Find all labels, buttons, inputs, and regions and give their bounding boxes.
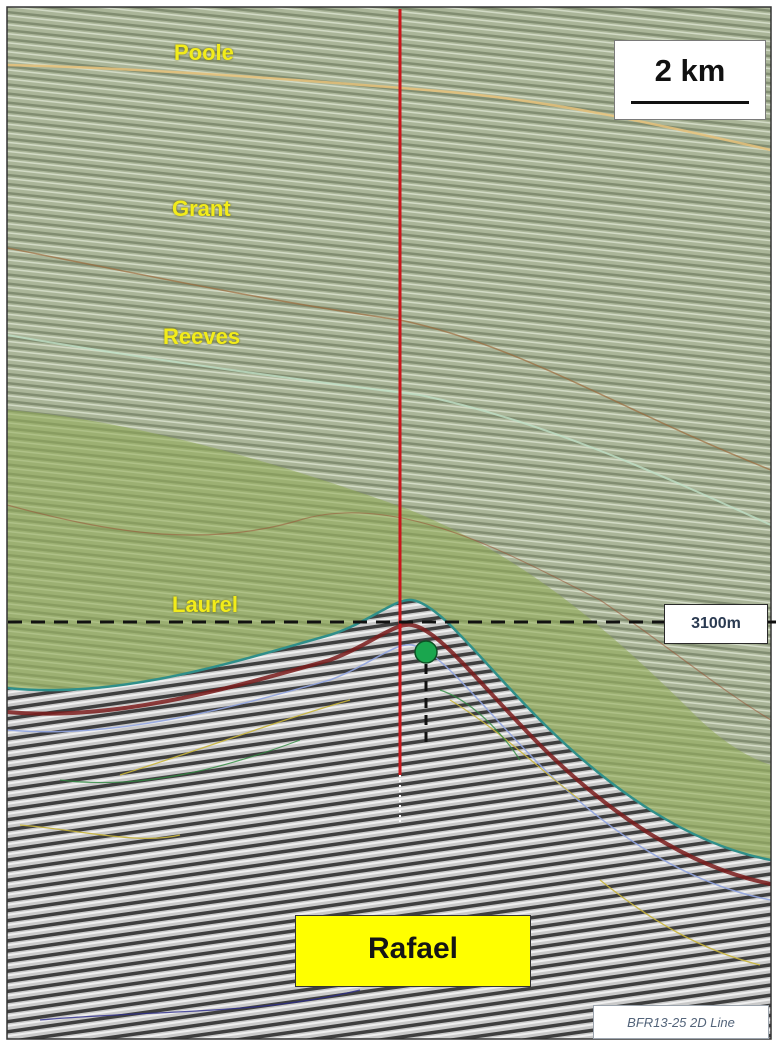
scale-bar: 2 km bbox=[614, 40, 766, 120]
horizon-label-laurel: Laurel bbox=[172, 592, 239, 617]
horizon-label-grant: Grant bbox=[172, 196, 231, 221]
poole-horizon bbox=[7, 63, 771, 152]
blue-reflector bbox=[7, 644, 771, 901]
horizon-label-reeves: Reeves bbox=[163, 324, 241, 349]
reeves-horizon bbox=[7, 334, 771, 526]
internal-horizon bbox=[7, 504, 771, 721]
target-point bbox=[414, 640, 438, 664]
scale-bar-label: 2 km bbox=[654, 53, 726, 88]
line-id-box: BFR13-25 2D Line bbox=[593, 1005, 769, 1039]
top-structure-reflector bbox=[7, 598, 771, 862]
red-reflector bbox=[7, 622, 771, 886]
yellow-fault-trace bbox=[19, 699, 761, 966]
section-frame bbox=[6, 6, 772, 1040]
horizon-label-poole: Poole bbox=[174, 40, 234, 65]
line-id-label: BFR13-25 2D Line bbox=[627, 1015, 735, 1030]
depth-marker: 3100m bbox=[664, 604, 768, 644]
prospect-name-box: Rafael bbox=[295, 915, 531, 987]
green-fault-trace bbox=[59, 689, 521, 784]
prospect-name-label: Rafael bbox=[367, 932, 459, 965]
scale-bar-line bbox=[631, 101, 749, 104]
lower-seismic-package bbox=[7, 599, 771, 1039]
depth-marker-label: 3100m bbox=[691, 615, 741, 632]
deep-blue-reflector bbox=[39, 989, 361, 1021]
highlighted-interval bbox=[7, 410, 771, 860]
